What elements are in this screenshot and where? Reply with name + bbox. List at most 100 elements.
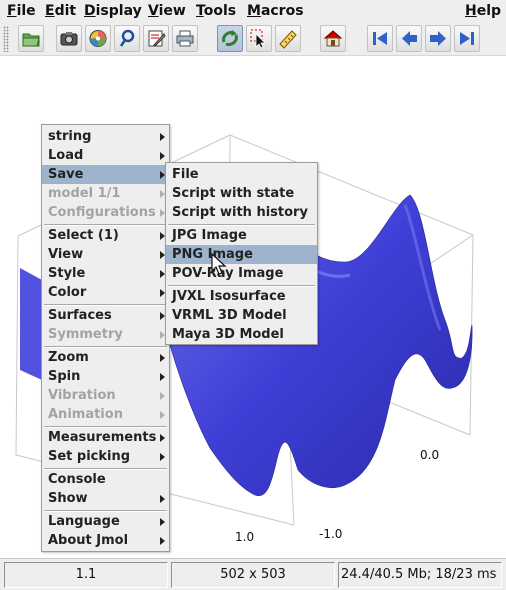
editor-icon [148, 30, 166, 47]
save-item-maya[interactable]: Maya 3D Model [172, 327, 284, 342]
status-bar: 1.1 502 x 503 24.4/40.5 Mb; 18/23 ms [0, 558, 506, 590]
chevron-right-icon [160, 537, 165, 545]
status-memory: 24.4/40.5 Mb; 18/23 ms [338, 562, 502, 588]
menu-item-string[interactable]: string [42, 127, 169, 146]
rotate-mode-button[interactable] [217, 25, 243, 52]
axis-label-one: 1.0 [235, 530, 255, 544]
help-pin-icon [119, 29, 135, 47]
axis-label-zero: 0.0 [420, 448, 440, 462]
chevron-right-icon [160, 289, 165, 297]
chevron-right-icon [160, 453, 165, 461]
menu-help[interactable]: Help [465, 3, 502, 19]
chevron-right-icon [160, 331, 165, 339]
last-frame-icon [460, 32, 474, 45]
menu-separator [44, 426, 167, 428]
save-item-script-with-history[interactable]: Script with history [172, 205, 308, 220]
chevron-right-icon [160, 171, 165, 179]
home-icon [323, 30, 343, 47]
menu-separator [168, 285, 315, 287]
menu-item-save[interactable]: Save [42, 165, 169, 184]
menu-separator [168, 224, 315, 226]
first-frame-icon [373, 32, 387, 45]
menu-item-configurations: Configurations [42, 203, 169, 222]
open-file-button[interactable] [18, 25, 44, 52]
print-button[interactable] [172, 25, 198, 52]
menu-item-style[interactable]: Style [42, 264, 169, 283]
chevron-right-icon [160, 392, 165, 400]
status-canvas-size: 502 x 503 [171, 562, 335, 588]
surface-left-lobe [20, 268, 42, 380]
menu-display[interactable]: Display [84, 3, 142, 19]
toolbar-grip[interactable] [3, 26, 9, 52]
chevron-right-icon [160, 232, 165, 240]
gradient-disc-icon [89, 30, 107, 47]
menu-file[interactable]: File [7, 3, 36, 19]
menu-item-select[interactable]: Select (1) [42, 226, 169, 245]
save-item-png[interactable]: PNG Image [166, 245, 317, 264]
menu-item-about[interactable]: About Jmol [42, 531, 169, 550]
menu-separator [44, 304, 167, 306]
menu-item-set-picking[interactable]: Set picking [42, 447, 169, 466]
script-editor-button[interactable] [143, 25, 169, 52]
home-button[interactable] [320, 25, 346, 52]
menu-item-spin[interactable]: Spin [42, 367, 169, 386]
menu-macros[interactable]: Macros [247, 3, 304, 19]
export-image-button[interactable] [56, 25, 82, 52]
menu-item-show[interactable]: Show [42, 489, 169, 508]
menu-item-measurements[interactable]: Measurements [42, 428, 169, 447]
chevron-right-icon [160, 209, 165, 217]
prev-frame-icon [402, 31, 417, 46]
menu-item-console[interactable]: Console [48, 472, 106, 487]
save-item-file[interactable]: File [172, 167, 199, 182]
first-frame-button[interactable] [367, 25, 393, 52]
last-frame-button[interactable] [454, 25, 480, 52]
pov-ray-button[interactable] [85, 25, 111, 52]
next-frame-icon [430, 31, 446, 46]
ruler-icon [279, 30, 297, 49]
popup-menu: string Load Save model 1/1 Configuration… [41, 124, 170, 552]
menu-item-animation: Animation [42, 405, 169, 424]
save-item-jpg[interactable]: JPG Image [172, 228, 247, 243]
mouse-pointer-icon [211, 253, 227, 275]
rotate-icon [222, 30, 238, 46]
menu-item-zoom[interactable]: Zoom [42, 348, 169, 367]
chevron-right-icon [160, 373, 165, 381]
chevron-right-icon [160, 251, 165, 259]
chevron-right-icon [160, 434, 165, 442]
chevron-right-icon [160, 190, 165, 198]
save-item-vrml[interactable]: VRML 3D Model [172, 308, 287, 323]
menu-item-vibration: Vibration [42, 386, 169, 405]
menu-item-model: model 1/1 [42, 184, 169, 203]
save-item-script-with-state[interactable]: Script with state [172, 186, 295, 201]
open-folder-icon [22, 33, 40, 47]
chevron-right-icon [160, 152, 165, 160]
menu-item-language[interactable]: Language [42, 512, 169, 531]
measure-button[interactable] [275, 25, 301, 52]
select-mode-button[interactable] [246, 25, 272, 52]
menu-bar: File Edit Display View Tools Macros Help [0, 0, 506, 22]
save-item-povray[interactable]: POV-Ray Image [172, 266, 284, 281]
menu-item-symmetry: Symmetry [42, 325, 169, 344]
save-item-jvxl[interactable]: JVXL Isosurface [172, 289, 286, 304]
menu-edit[interactable]: Edit [45, 3, 77, 19]
menu-item-surfaces[interactable]: Surfaces [42, 306, 169, 325]
menu-view[interactable]: View [148, 3, 186, 19]
menu-item-color[interactable]: Color [42, 283, 169, 302]
chevron-right-icon [160, 133, 165, 141]
print-icon [176, 30, 194, 47]
camera-icon [60, 32, 78, 46]
menu-item-load[interactable]: Load [42, 146, 169, 165]
toolbar [0, 22, 506, 56]
next-frame-button[interactable] [425, 25, 451, 52]
chevron-right-icon [160, 312, 165, 320]
chevron-right-icon [160, 354, 165, 362]
chevron-right-icon [160, 411, 165, 419]
menu-tools[interactable]: Tools [196, 3, 237, 19]
menu-item-view[interactable]: View [42, 245, 169, 264]
menu-separator [44, 224, 167, 226]
axis-label-neg-one: -1.0 [319, 527, 343, 541]
save-submenu: File Script with state Script with histo… [165, 162, 318, 345]
prev-frame-button[interactable] [396, 25, 422, 52]
help-button[interactable] [114, 25, 140, 52]
menu-separator [44, 468, 167, 470]
